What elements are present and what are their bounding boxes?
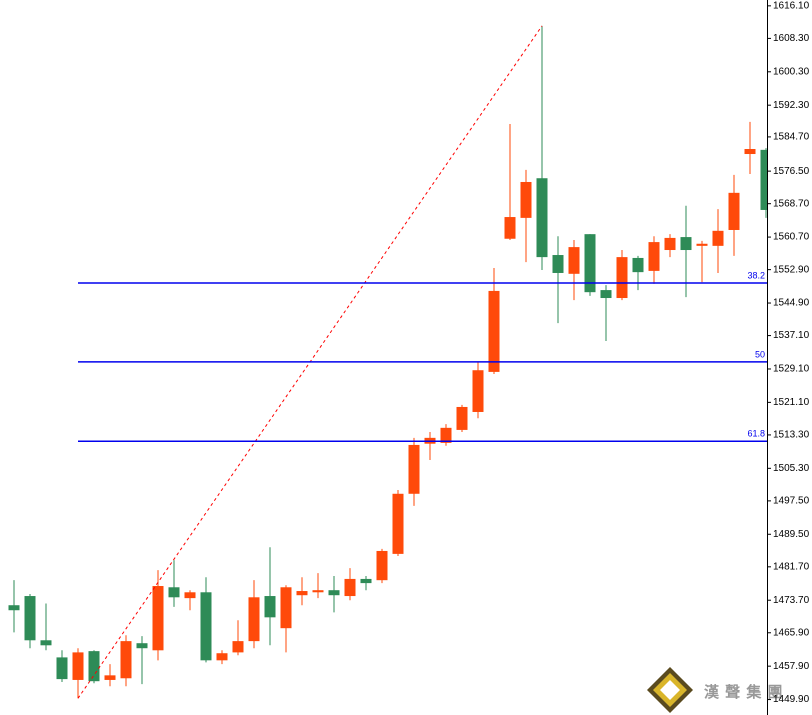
y-tick-label: 1568.70: [773, 198, 810, 209]
y-tick-label: 1544.90: [773, 298, 810, 309]
candle-body: [696, 243, 708, 246]
logo-diamond-core: [660, 680, 680, 700]
y-tick-label: 1608.30: [773, 33, 810, 44]
y-tick-label: 1537.10: [773, 330, 810, 341]
y-tick-label: 1497.50: [773, 496, 810, 507]
y-tick-label: 1481.70: [773, 561, 810, 572]
fib-level-label: 50: [755, 349, 765, 359]
candle-body: [712, 230, 724, 246]
y-tick-label: 1560.70: [773, 232, 810, 243]
candle-body: [152, 586, 164, 651]
candle-body: [360, 578, 372, 584]
candle-body: [232, 641, 244, 653]
y-tick-label: 1521.10: [773, 397, 810, 408]
candle-body: [600, 290, 612, 299]
candle-body: [296, 591, 308, 596]
candle-body: [136, 643, 148, 649]
candle-body: [40, 640, 52, 646]
candle-body: [104, 675, 116, 680]
candle-body: [616, 257, 628, 299]
y-tick-label: 1465.90: [773, 627, 810, 638]
candle-body: [376, 550, 388, 581]
y-tick-label: 1473.70: [773, 595, 810, 606]
y-tick-label: 1489.50: [773, 529, 810, 540]
y-tick-label: 1505.30: [773, 463, 810, 474]
y-tick-label: 1449.90: [773, 694, 810, 705]
candle-body: [648, 242, 660, 271]
watermark: 漢 聲 集 團: [704, 683, 784, 701]
y-tick-label: 1457.90: [773, 661, 810, 672]
candle-body: [456, 406, 468, 430]
fib-level-label: 38.2: [747, 270, 765, 280]
candle-body: [536, 178, 548, 258]
plot-area: [8, 25, 767, 699]
candle-body: [440, 427, 452, 443]
candle-body: [568, 247, 580, 274]
candle-body: [280, 587, 292, 629]
candle-body: [520, 181, 532, 218]
fib-level-label: 61.8: [747, 429, 765, 439]
candle-body: [56, 657, 68, 680]
candle-body: [168, 587, 180, 598]
candle-body: [200, 592, 212, 661]
candle-body: [24, 596, 36, 641]
y-tick-label: 1600.30: [773, 66, 810, 77]
candle-body: [216, 653, 228, 661]
candle-body: [392, 493, 404, 554]
candle-body: [312, 590, 324, 593]
candle-body: [632, 257, 644, 273]
candle-body: [472, 370, 484, 412]
candle-body: [184, 592, 196, 599]
candle-body: [504, 217, 516, 239]
candle-body: [744, 149, 756, 155]
y-tick-label: 1513.30: [773, 430, 810, 441]
candle-body: [248, 597, 260, 642]
candle-body: [264, 596, 276, 618]
y-tick-label: 1616.10: [773, 1, 810, 12]
candle-body: [8, 605, 20, 611]
y-tick-label: 1576.50: [773, 166, 810, 177]
logo: 漢 聲 集 團: [647, 667, 784, 713]
candle-body: [328, 590, 340, 596]
candle-body: [760, 149, 767, 210]
y-tick-label: 1552.90: [773, 264, 810, 275]
candle-body: [584, 234, 596, 293]
candle-body: [88, 651, 100, 682]
candle-body: [728, 192, 740, 230]
y-tick-label: 1592.30: [773, 100, 810, 111]
candle-body: [408, 444, 420, 494]
candle-body: [488, 290, 500, 372]
y-tick-label: 1584.70: [773, 132, 810, 143]
y-tick-label: 1529.10: [773, 364, 810, 375]
candle-body: [680, 237, 692, 251]
candle-body: [552, 255, 564, 273]
candle-body: [664, 237, 676, 251]
candle-body: [120, 641, 132, 679]
candle-body: [344, 578, 356, 597]
candle-body: [72, 652, 84, 680]
